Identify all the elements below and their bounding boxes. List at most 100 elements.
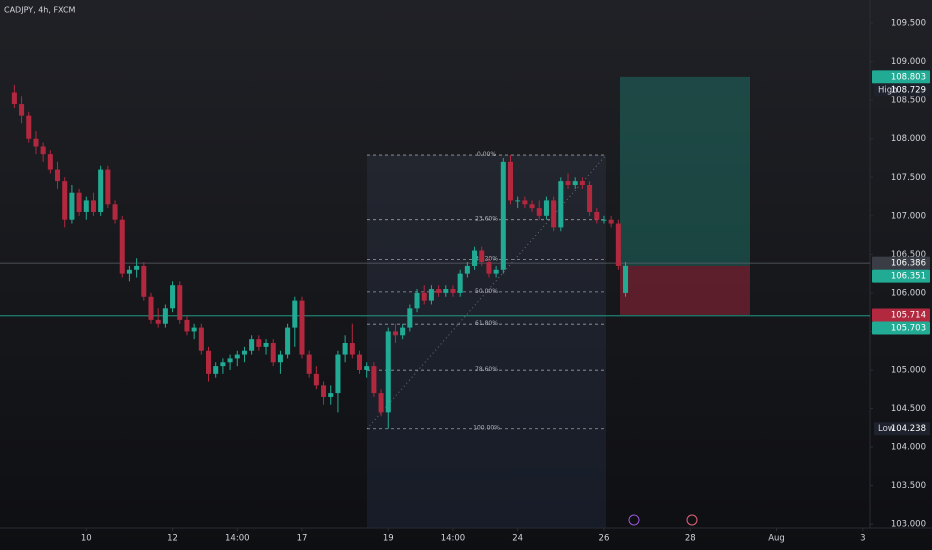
x-tick-label: 19 [383,534,394,544]
candle-body [299,300,305,355]
candle-body [572,181,578,185]
candle-body [141,265,147,297]
candle-body [33,138,39,147]
candle-body [623,265,629,293]
fib-trend [366,154,607,430]
price-label-bg [872,308,930,322]
candle-body [62,181,68,220]
candle-body [162,308,168,324]
price-label-bg [872,269,930,283]
candle-body [69,192,75,220]
fib-label: 100.00% [473,425,500,432]
candle-body [249,339,255,351]
y-tick-label: 107.000 [891,211,926,221]
y-tick-label: 109.000 [891,57,926,67]
event-icon[interactable] [686,514,698,526]
candle-body [615,223,621,266]
y-tick-label: 106.500 [891,250,926,260]
candle-body [205,350,212,374]
candle-body [464,265,470,274]
price-label: 108.803 [891,72,926,82]
candle-body [119,219,125,274]
candle-body [321,385,327,397]
candle-body [522,200,528,205]
candle-body [227,358,233,363]
candle-body [277,354,283,363]
candle-body [565,181,571,185]
y-tick-label: 105.000 [891,365,926,375]
x-tick-label: Aug [768,534,785,544]
price-label-tag: High [878,85,898,95]
candle-body [543,200,549,216]
candle-body [313,373,319,386]
candle-body [170,285,176,309]
y-tick-label: 106.000 [891,288,926,298]
candle-body [364,366,370,370]
candle-body [26,115,32,139]
candle-body [98,169,104,212]
candle-body [371,366,377,394]
price-label-bg [872,321,930,335]
price-label-bg [874,83,930,97]
candle-body [285,327,291,355]
event-icon[interactable] [628,514,640,526]
candle-body [428,289,434,301]
y-tick-label: 107.500 [891,173,926,183]
price-label-tag: Low [878,424,895,434]
price-label: 105.703 [891,323,926,333]
candle-body [392,331,398,336]
y-tick-label: 104.000 [891,443,926,453]
candle-body [450,289,456,293]
candle-body [587,184,593,212]
candle-body [90,200,96,212]
candle-body [76,192,82,212]
candle-body [400,327,406,336]
x-tick-label: 3 [860,534,865,544]
x-tick-label: 17 [297,534,308,544]
candle-body [507,161,514,201]
candle-body [601,219,607,221]
price-label-bg [872,70,930,84]
candle-body [40,146,46,155]
price-label-bg [872,256,930,270]
candle-body [536,208,542,216]
candle-body [177,285,183,320]
candle-body [500,161,506,270]
price-label: 104.238 [891,424,926,434]
candle-body [105,169,111,205]
fib-label: 38.20% [475,256,498,263]
candle-body [306,354,312,374]
y-tick-label: 104.500 [891,404,926,414]
candle-body [342,343,348,355]
y-tick-label: 108.000 [891,134,926,144]
fib-area [367,155,606,528]
y-tick-label: 108.500 [891,96,926,106]
candle-body [19,104,25,116]
candle-body [579,181,585,185]
candle-body [407,308,413,328]
candle-body [220,362,226,367]
candle-body [213,366,219,374]
candle-body [608,219,614,224]
candle-body [198,327,204,351]
y-tick-label: 109.500 [891,19,926,29]
candle-body [112,204,118,220]
candle-body [241,350,247,355]
candle-body [349,343,355,355]
price-label: 108.729 [891,85,926,95]
candle-body [421,292,427,301]
target-zone [620,76,750,266]
y-tick-label: 103.000 [891,520,926,530]
candle-body [335,354,341,394]
candle-body [472,250,478,266]
candle-body [443,289,449,293]
candle-body [134,265,140,270]
fib-label: 0.00% [477,151,496,158]
candle-body [234,354,240,359]
fib-label: 50.00% [475,288,498,295]
x-tick-label: 26 [599,534,610,544]
candle-body [378,393,384,413]
fib-label: 61.80% [475,320,498,327]
fib-label: 78.60% [475,366,498,373]
